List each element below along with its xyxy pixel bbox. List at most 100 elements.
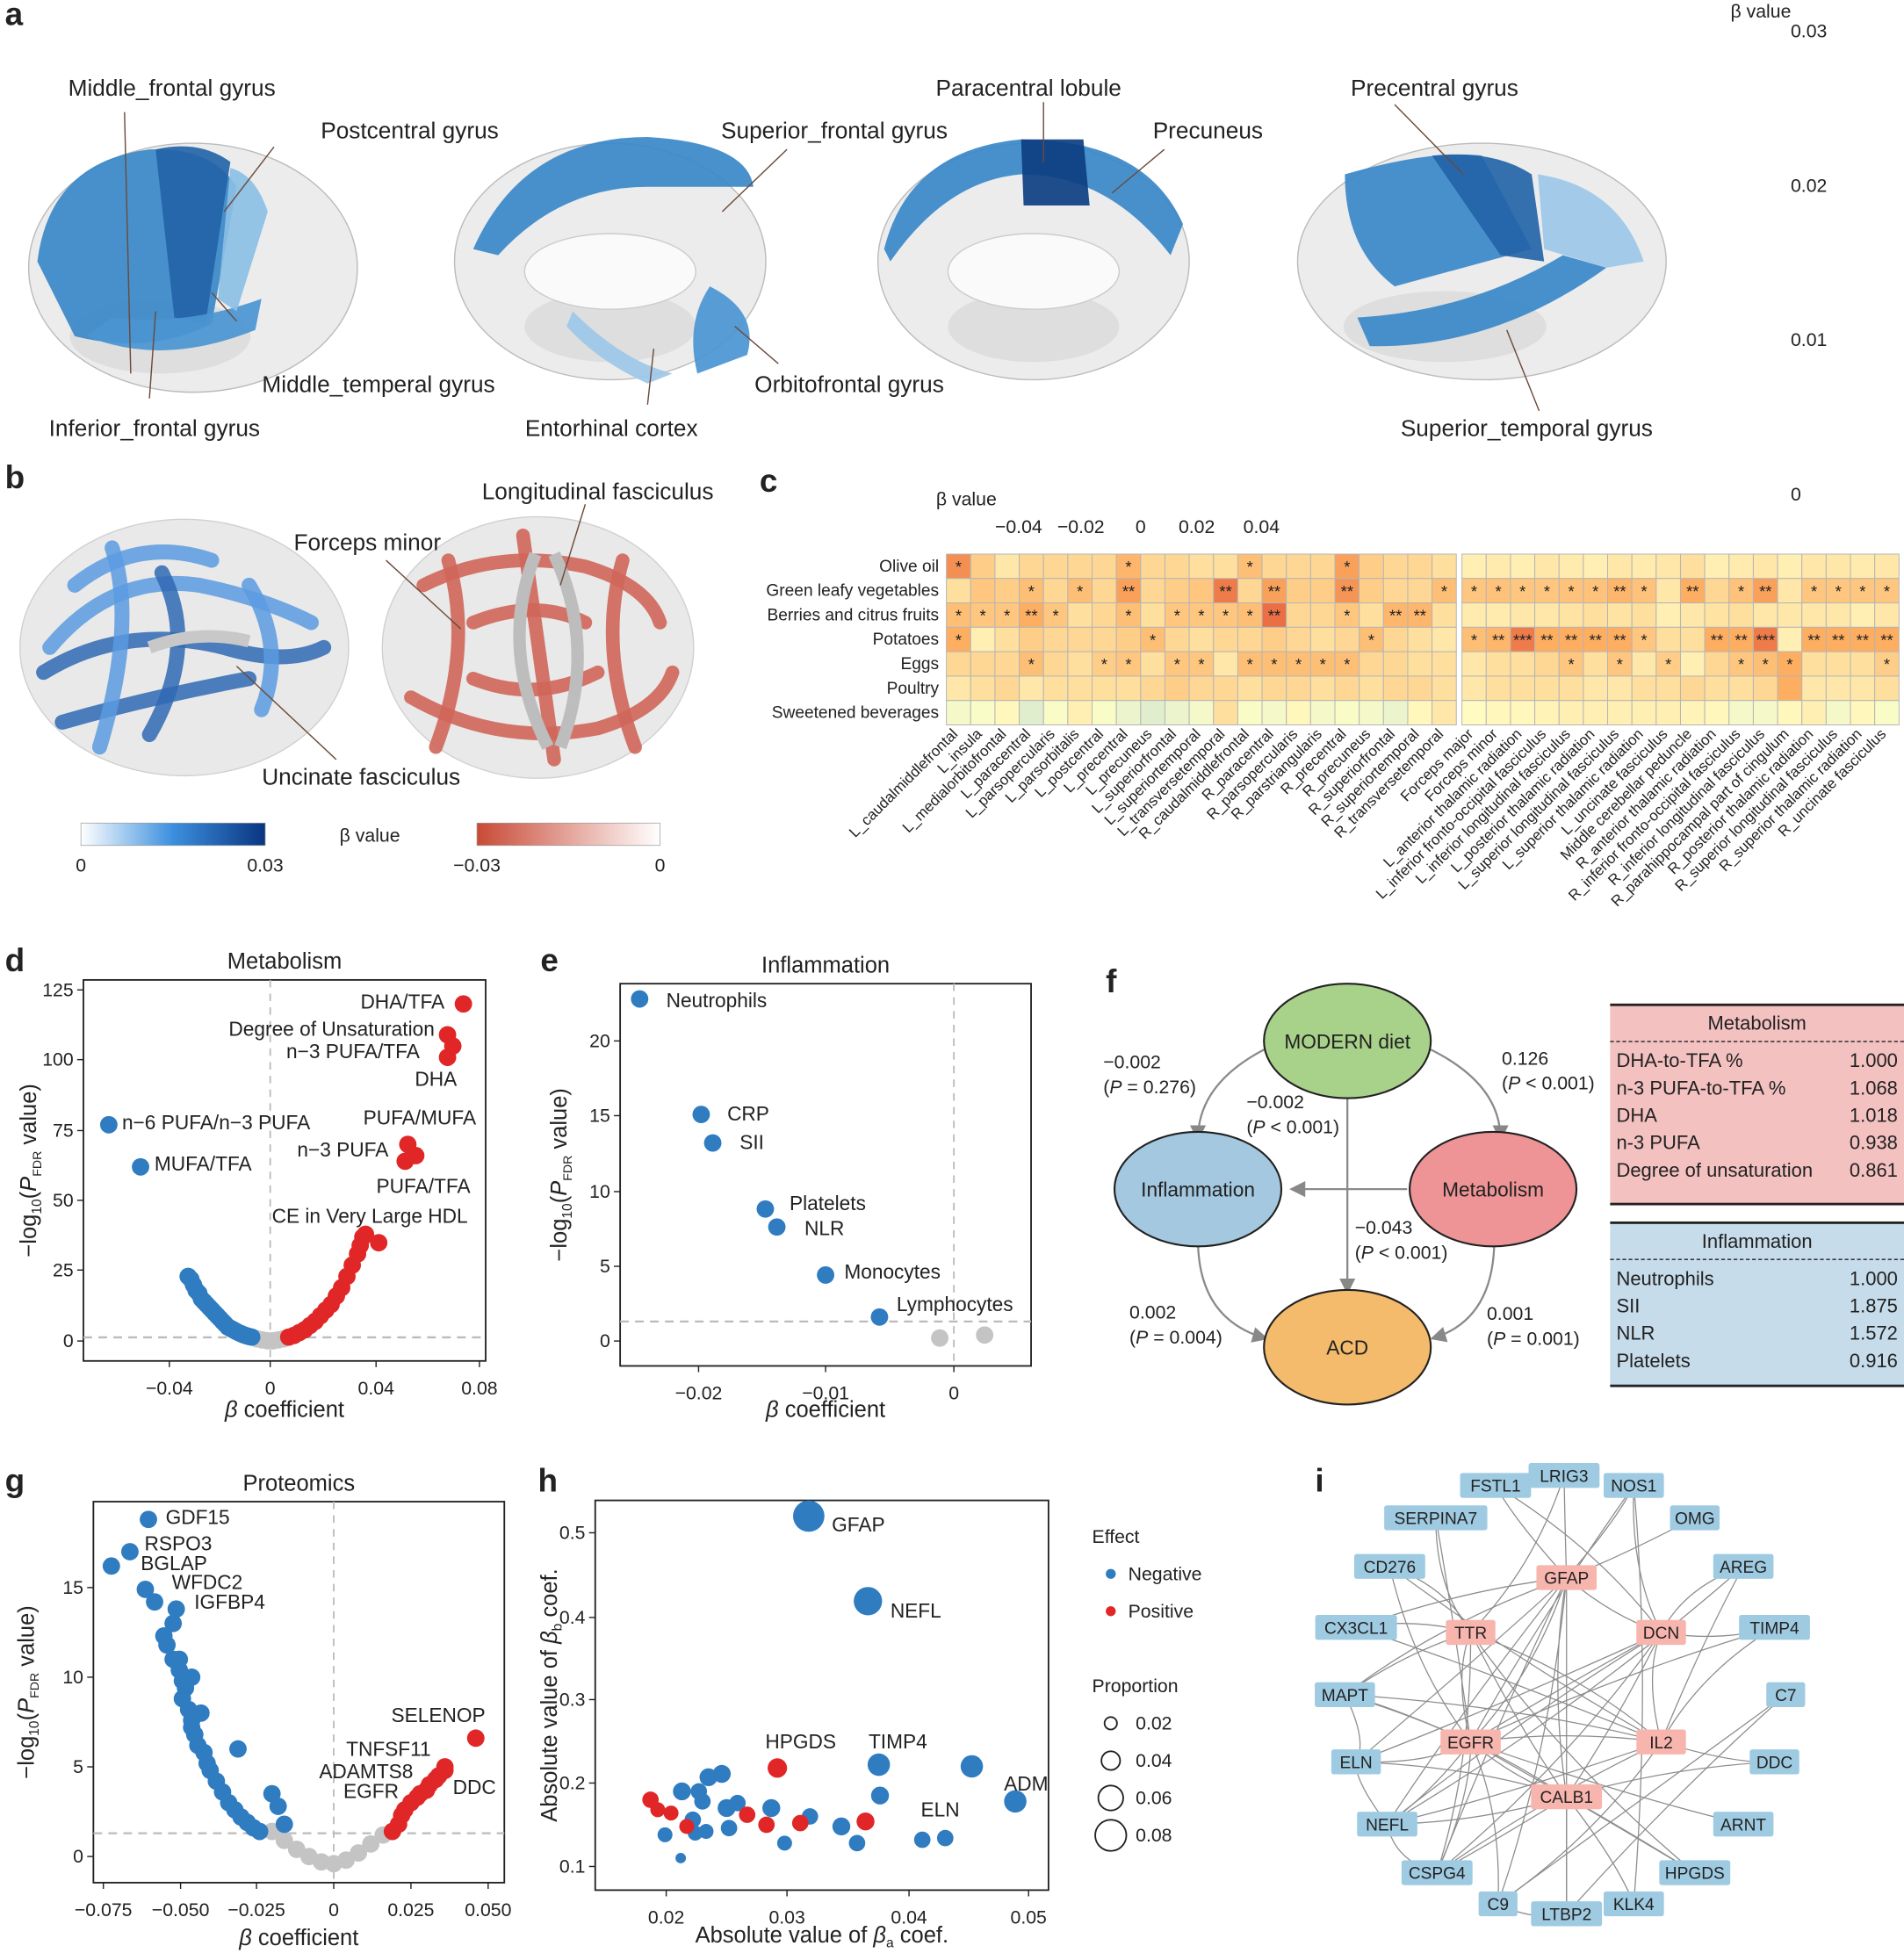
heatmap-cell — [1019, 651, 1044, 677]
network-node-label: LRIG3 — [1540, 1467, 1588, 1486]
path-coefficient: 0.126 — [1502, 1048, 1548, 1069]
panel-letter-c: c — [760, 463, 778, 499]
heatmap-cell — [1655, 675, 1681, 702]
network-edge — [1470, 1741, 1744, 1825]
bubble-point — [694, 1793, 711, 1810]
white-matter-tract-red — [429, 553, 465, 754]
significance-stars: * — [1496, 582, 1502, 601]
heatmap-cell — [1067, 700, 1093, 726]
heatmap-cell — [1407, 553, 1433, 580]
colorbar-title: β value — [1730, 1, 1791, 22]
network-node-label: AREG — [1720, 1559, 1767, 1577]
network-edge — [1495, 1485, 1662, 1633]
significance-stars: * — [1568, 582, 1574, 601]
significance-stars: * — [1125, 655, 1131, 674]
bubble-point — [793, 1500, 825, 1532]
heatmap-cell — [994, 553, 1021, 580]
heatmap-cell — [1704, 602, 1730, 628]
heatmap-cell — [1019, 700, 1044, 726]
path-coefficient: (P < 0.001) — [1502, 1073, 1595, 1094]
significance-stars: * — [1295, 655, 1302, 674]
point-label: WFDC2 — [172, 1570, 243, 1593]
bubble-point — [657, 1827, 673, 1842]
panel-b: Longitudinal fasciculus Forceps minor Unci… — [18, 479, 714, 876]
heatmap-cell — [1334, 675, 1360, 702]
heatmap-cell — [1850, 553, 1876, 580]
loading-value: 1.018 — [1849, 1106, 1898, 1128]
network-node — [1659, 1860, 1731, 1885]
brain-region-label: Superior_temporal gyrus — [1401, 414, 1653, 441]
row-label: Eggs — [901, 655, 940, 674]
heatmap-cell — [1850, 651, 1876, 677]
network-node-label: LTBP2 — [1541, 1906, 1591, 1924]
heatmap-cell — [1042, 675, 1069, 702]
network-edge — [1436, 1632, 1472, 1873]
heatmap-cell — [1382, 626, 1409, 652]
point-label: n−3 PUFA/TFA — [286, 1040, 421, 1063]
y-tick-label: 0.1 — [559, 1856, 586, 1877]
significance-stars: ** — [1025, 607, 1037, 625]
heatmap-cell — [1510, 675, 1536, 702]
inflammation-to-acd-arrow — [1196, 1238, 1269, 1343]
point-label: GDF15 — [166, 1506, 230, 1529]
network-edge — [1389, 1566, 1662, 1743]
heatmap-cell — [1607, 700, 1633, 726]
network-edge — [1436, 1741, 1472, 1873]
heatmap-cell — [1825, 553, 1851, 580]
point-label: DDC — [453, 1776, 496, 1798]
heatmap-cell — [1334, 626, 1360, 652]
significance-stars: * — [1344, 655, 1350, 674]
region-patch — [1538, 174, 1644, 268]
significance-stars: * — [1471, 582, 1477, 601]
point-label: Platelets — [790, 1192, 866, 1214]
significance-stars: ** — [1735, 631, 1747, 649]
heatmap-cell — [1213, 578, 1238, 604]
network-edge — [1355, 1632, 1662, 1762]
positive-point — [357, 1225, 375, 1243]
region-patch — [566, 311, 673, 384]
temporal-lobe — [948, 291, 1120, 363]
heatmap-cell — [1874, 626, 1900, 652]
heatmap-cell — [970, 578, 996, 604]
heatmap-cell — [1359, 700, 1384, 726]
heatmap-cell — [1534, 675, 1560, 702]
loading-value: 0.938 — [1849, 1133, 1898, 1155]
network-node — [1331, 1749, 1381, 1775]
heatmap-cell — [1286, 675, 1311, 702]
network-node-label: MAPT — [1322, 1687, 1368, 1705]
heatmap-cell — [1510, 700, 1536, 726]
significance-stars: * — [1028, 655, 1035, 674]
colorbar-tick: −0.02 — [1057, 516, 1105, 537]
heatmap-cell — [1485, 651, 1511, 677]
brain-region-label: Postcentral gyrus — [321, 117, 499, 143]
heatmap-cell — [946, 700, 971, 726]
row-label: Poultry — [887, 680, 940, 698]
heatmap-cell — [1583, 675, 1609, 702]
heatmap-cell — [970, 651, 996, 677]
negative-point — [167, 1600, 185, 1618]
y-axis-label: −log10(PFDR value) — [547, 1088, 575, 1262]
heatmap-cell — [1655, 578, 1681, 604]
legend-label: 0.08 — [1136, 1825, 1172, 1846]
network-node-label: CALB1 — [1540, 1789, 1593, 1807]
heatmap-cell — [1432, 578, 1457, 604]
y-tick-label: 0.4 — [559, 1607, 586, 1628]
labeled-point — [631, 990, 649, 1008]
bubble-point — [679, 1819, 695, 1834]
heatmap-cell — [1704, 651, 1730, 677]
significance-stars: ** — [1686, 582, 1698, 601]
heatmap-cell — [1019, 675, 1044, 702]
heatmap-cell — [1704, 700, 1730, 726]
heatmap-cell — [1188, 578, 1215, 604]
significance-stars: * — [1320, 655, 1326, 674]
panel-g-volcano-proteomics: −0.075 −0.050 −0.025 0 0.025 0.050 0 5 10 15 Prote… — [14, 1471, 511, 1950]
region-patch — [1432, 154, 1545, 262]
node-inflammation — [1113, 1130, 1283, 1248]
significance-stars: * — [1247, 607, 1253, 625]
significance-stars: * — [1641, 631, 1647, 649]
heatmap-cell — [1188, 675, 1215, 702]
leader-line — [235, 666, 337, 760]
brain-region-label: Precentral gyrus — [1351, 75, 1518, 101]
x-tick-label: −0.01 — [802, 1383, 849, 1404]
